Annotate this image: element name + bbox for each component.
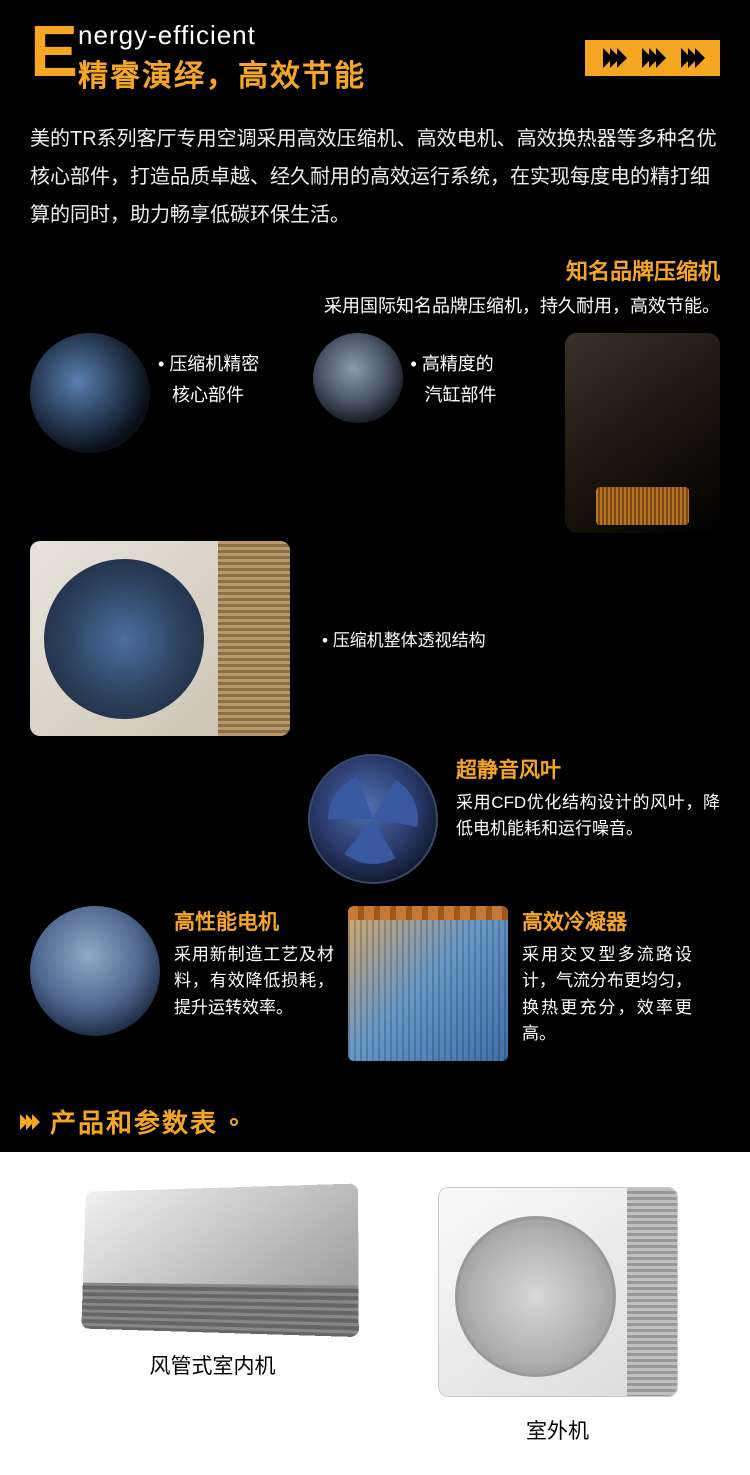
energy-section: E nergy-efficient 精睿演绎，高效节能 美的TR系列客厅专用空调… (0, 0, 750, 1091)
outdoor-unit-cutaway-image (30, 541, 290, 736)
part-label-2b: 汽缸部件 (411, 382, 558, 409)
condenser-image (348, 906, 508, 1061)
fan-title: 超静音风叶 (456, 754, 720, 784)
outdoor-unit-image (438, 1187, 678, 1397)
chevron-icon (20, 1114, 38, 1130)
intro-paragraph: 美的TR系列客厅专用空调采用高效压缩机、高效电机、高效换热器等多种名优核心部件，… (30, 120, 720, 234)
perspective-label: • 压缩机整体透视结构 (322, 626, 486, 651)
motor-desc: 采用新制造工艺及材料，有效降低损耗，提升运转效率。 (174, 942, 334, 1021)
outdoor-unit-row: • 压缩机整体透视结构 (30, 541, 720, 736)
motor-core-image (30, 333, 150, 453)
motor-title: 高性能电机 (174, 906, 334, 936)
indoor-label: 风管式室内机 (150, 1350, 276, 1380)
condenser-title: 高效冷凝器 (522, 906, 692, 936)
condenser-desc: 采用交叉型多流路设计，气流分布更均匀，换热更充分，效率更高。 (522, 942, 692, 1047)
cylinder-part-image (313, 333, 403, 423)
part-label-2a: 高精度的 (411, 351, 558, 378)
part-label-1b: 核心部件 (158, 382, 305, 409)
outdoor-product: 室外机 (438, 1187, 678, 1445)
compressor-parts-row: 压缩机精密 核心部件 高精度的 汽缸部件 (30, 333, 720, 533)
fan-desc: 采用CFD优化结构设计的风叶，降低电机能耗和运行噪音。 (456, 790, 720, 843)
fan-row: 超静音风叶 采用CFD优化结构设计的风叶，降低电机能耗和运行噪音。 (30, 754, 720, 884)
compressor-image (565, 333, 720, 533)
compressor-title: 知名品牌压缩机 (30, 254, 720, 286)
motor-image (30, 906, 160, 1036)
dot-icon (230, 1118, 238, 1126)
indoor-unit-image (81, 1184, 358, 1338)
outdoor-label: 室外机 (526, 1415, 589, 1445)
logo-letter: E (30, 20, 78, 85)
params-header: 产品和参数表 (0, 1091, 750, 1152)
params-title: 产品和参数表 (50, 1103, 218, 1140)
compressor-subtitle: 采用国际知名品牌压缩机，持久耐用，高效节能。 (30, 292, 720, 318)
section-header: E nergy-efficient 精睿演绎，高效节能 (30, 20, 720, 95)
e-logo: E nergy-efficient 精睿演绎，高效节能 (30, 20, 366, 95)
indoor-product: 风管式室内机 (73, 1187, 353, 1445)
motor-condenser-row: 高性能电机 采用新制造工艺及材料，有效降低损耗，提升运转效率。 高效冷凝器 采用… (30, 906, 720, 1061)
en-title: nergy-efficient (78, 20, 366, 51)
arrow-decoration (585, 40, 720, 76)
fan-blade-image (308, 754, 438, 884)
part-label-1a: 压缩机精密 (158, 351, 305, 378)
products-section: 风管式室内机 室外机 (0, 1152, 750, 1475)
cn-title: 精睿演绎，高效节能 (78, 51, 366, 95)
